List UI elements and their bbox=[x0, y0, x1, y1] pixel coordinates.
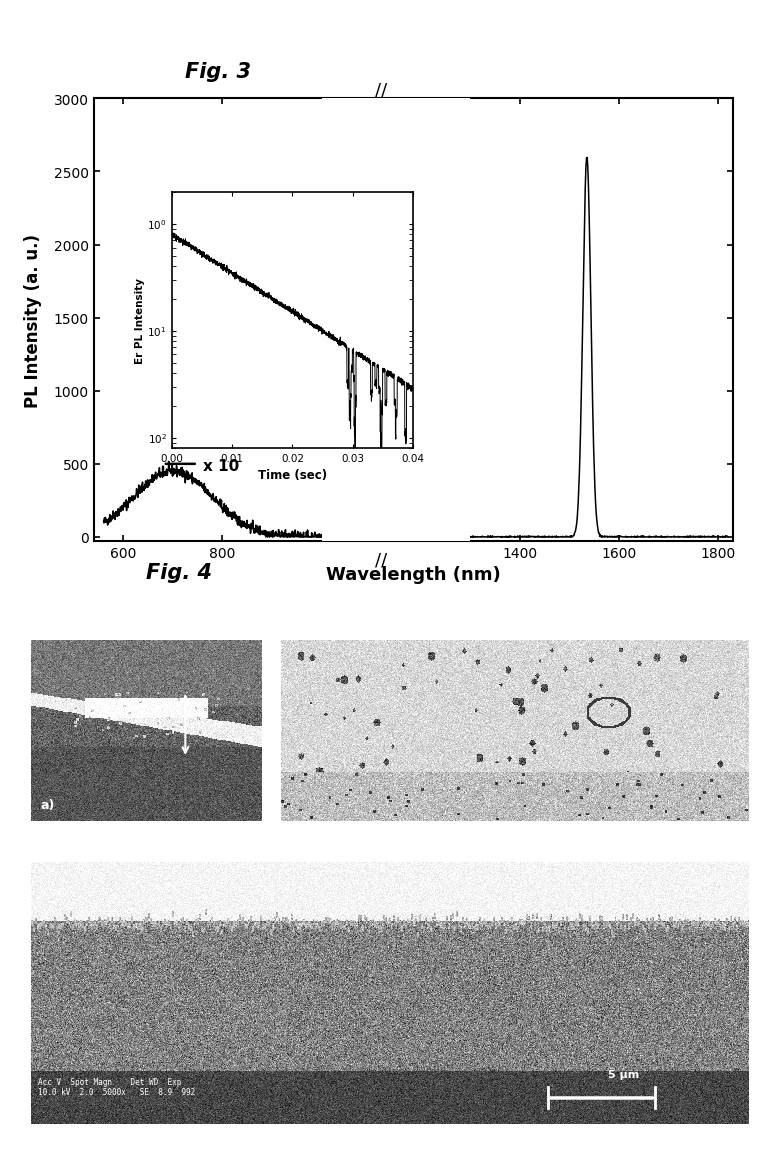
X-axis label: Time (sec): Time (sec) bbox=[258, 469, 326, 482]
Text: Fig. 4: Fig. 4 bbox=[146, 563, 212, 582]
Text: a): a) bbox=[41, 799, 55, 812]
Bar bbox=[321, 92, 470, 545]
Text: //: // bbox=[375, 82, 387, 99]
Text: //: // bbox=[375, 551, 387, 570]
Y-axis label: Er PL Intensity: Er PL Intensity bbox=[134, 277, 144, 363]
Text: 402 nm: 402 nm bbox=[190, 721, 221, 730]
Text: 5 μm: 5 μm bbox=[607, 1069, 638, 1079]
X-axis label: Wavelength (nm): Wavelength (nm) bbox=[326, 566, 500, 584]
Y-axis label: PL Intensity (a. u.): PL Intensity (a. u.) bbox=[24, 233, 42, 408]
Text: Acc V  Spot Magn    Det WD  Exp
10.0 kV  2.0  5000x   SE  8.9  992: Acc V Spot Magn Det WD Exp 10.0 kV 2.0 5… bbox=[38, 1076, 196, 1096]
Text: Fig. 3: Fig. 3 bbox=[185, 62, 251, 82]
Text: x 10: x 10 bbox=[203, 459, 238, 474]
